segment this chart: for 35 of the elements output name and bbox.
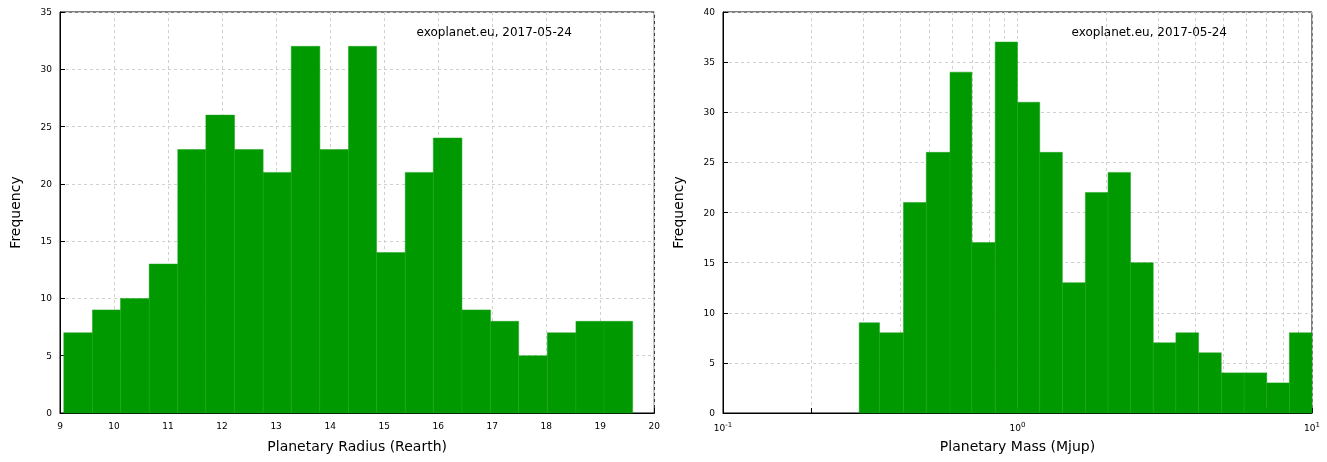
y-tick-label: 5 bbox=[46, 350, 52, 361]
x-tick-label: 18 bbox=[540, 420, 553, 431]
y-tick-label: 20 bbox=[703, 207, 716, 218]
x-axis-title: Planetary Radius (Rearth) bbox=[267, 438, 447, 454]
x-tick-label: 13 bbox=[270, 420, 282, 431]
y-tick-label: 35 bbox=[703, 57, 715, 68]
y-tick-label: 15 bbox=[40, 236, 52, 247]
y-tick-label: 40 bbox=[703, 7, 716, 17]
x-tick-label: 16 bbox=[432, 420, 445, 431]
annotation: exoplanet.eu, 2017-05-24 bbox=[416, 25, 573, 39]
y-tick-label: 15 bbox=[703, 257, 715, 268]
y-tick-label: 35 bbox=[40, 7, 52, 17]
y-tick-label: 0 bbox=[709, 408, 716, 418]
x-tick-label: 11 bbox=[162, 420, 174, 431]
y-tick-label: 25 bbox=[40, 121, 52, 132]
annotation: exoplanet.eu, 2017-05-24 bbox=[1071, 25, 1228, 39]
x-tick-label: 14 bbox=[324, 420, 337, 431]
x-tick-label: 10 bbox=[108, 420, 121, 431]
y-tick-label: 0 bbox=[46, 408, 53, 418]
x-tick-label: 20 bbox=[648, 420, 661, 431]
y-tick-label: 10 bbox=[40, 293, 53, 304]
y-tick-label: 5 bbox=[709, 357, 715, 368]
x-axis-title: Planetary Mass (Mjup) bbox=[939, 438, 1096, 454]
y-tick-label: 20 bbox=[40, 178, 53, 189]
y-axis-title: Frequency bbox=[670, 176, 686, 249]
x-tick-label: 19 bbox=[594, 420, 607, 431]
y-tick-label: 25 bbox=[703, 157, 715, 168]
y-tick-label: 10 bbox=[703, 307, 716, 318]
y-axis-title: Frequency bbox=[7, 176, 23, 249]
x-tick-label: 17 bbox=[486, 420, 498, 431]
x-tick-label: 12 bbox=[216, 420, 228, 431]
y-tick-label: 30 bbox=[40, 64, 53, 75]
y-tick-label: 30 bbox=[703, 107, 716, 118]
x-tick-label: 15 bbox=[378, 420, 390, 431]
x-tick-label: 9 bbox=[57, 420, 64, 431]
